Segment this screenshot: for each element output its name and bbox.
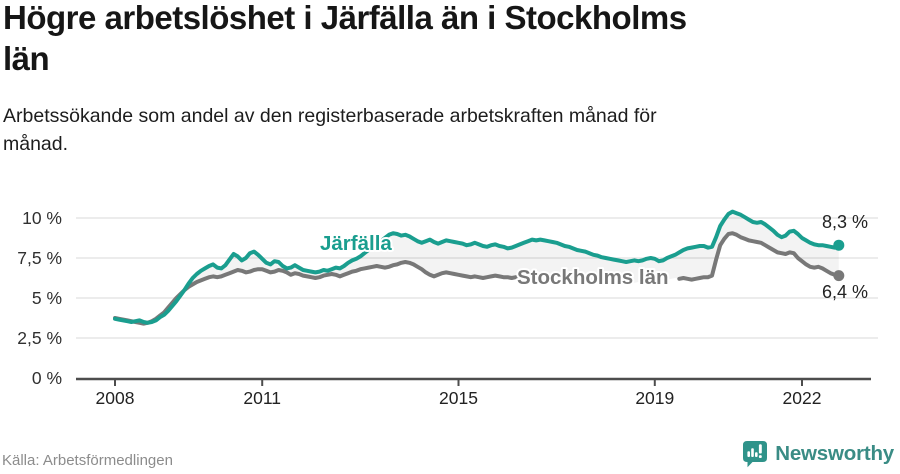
x-tick-label: 2011 xyxy=(243,388,281,408)
subtitle-line-2: månad. xyxy=(3,133,69,155)
title-line-2: län xyxy=(3,40,50,77)
y-tick-label: 0 % xyxy=(32,368,62,388)
end-value-label-jarfalla: 8,3 % xyxy=(822,212,868,232)
end-value-label-stockholm: 6,4 % xyxy=(822,282,868,302)
y-tick-label: 7,5 % xyxy=(17,248,62,268)
y-axis-labels: 0 % 2,5 % 5 % 7,5 % 10 % xyxy=(17,208,62,388)
x-tick-label: 2019 xyxy=(635,388,674,408)
series-label-jarfalla: Järfälla xyxy=(320,232,392,255)
chart-subtitle: Arbetssökande som andel av den registerb… xyxy=(3,102,873,158)
y-tick-label: 10 % xyxy=(22,208,62,228)
speech-bubble-bar-chart-icon xyxy=(742,440,768,468)
y-tick-label: 2,5 % xyxy=(17,328,62,348)
page-title: Högre arbetslöshet i Järfälla än i Stock… xyxy=(3,0,893,79)
line-jarfalla xyxy=(113,209,841,325)
series-label-stockholm: Stockholms län xyxy=(517,266,669,289)
end-dot-stockholm xyxy=(833,270,845,282)
x-tick-label: 2022 xyxy=(783,388,822,408)
x-tick-label: 2008 xyxy=(96,388,135,408)
between-series-fill xyxy=(115,211,839,324)
brand-name: Newsworthy xyxy=(775,442,894,465)
newsworthy-logo: Newsworthy xyxy=(742,440,894,468)
plot-area xyxy=(113,209,845,326)
x-axis: 2008 2011 2015 2019 2022 xyxy=(76,377,871,408)
title-line-1: Högre arbetslöshet i Järfälla än i Stock… xyxy=(3,0,687,36)
y-tick-label: 5 % xyxy=(32,288,62,308)
x-tick-label: 2015 xyxy=(439,388,478,408)
source-note: Källa: Arbetsförmedlingen xyxy=(2,452,173,469)
end-dot-jarfalla xyxy=(833,239,845,251)
subtitle-line-1: Arbetssökande som andel av den registerb… xyxy=(3,105,657,127)
line-stockholms-lan xyxy=(677,231,841,282)
